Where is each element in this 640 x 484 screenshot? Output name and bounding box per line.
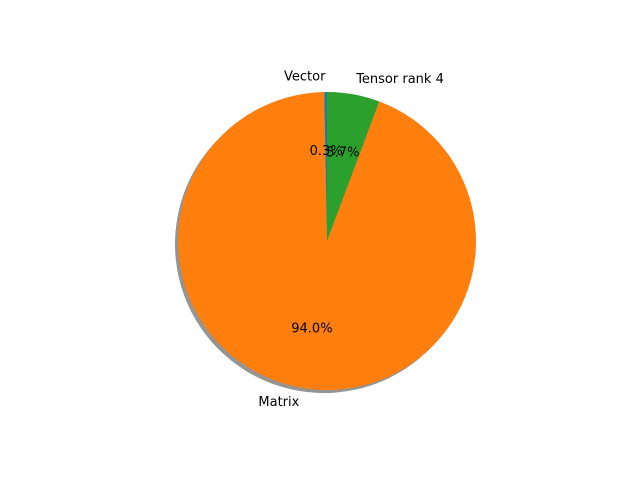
slice-percent-matrix: 94.0% <box>291 322 332 337</box>
wedge-matrix <box>178 92 477 390</box>
slice-label-matrix: Matrix <box>258 395 299 410</box>
slice-label-vector: Vector <box>284 70 326 85</box>
wedge-tensor-rank-4 <box>327 92 380 241</box>
slice-percent-tensor-rank-4: 5.7% <box>326 146 359 161</box>
pie-labels: Vector 0.3% Matrix 94.0% Tensor rank 4 5.7% <box>258 70 443 410</box>
slice-percent-vector: 0.3% <box>310 144 343 159</box>
wedge-vector <box>324 92 327 241</box>
slice-label-tensor-rank-4: Tensor rank 4 <box>355 72 444 87</box>
pie-wedges <box>178 92 477 390</box>
